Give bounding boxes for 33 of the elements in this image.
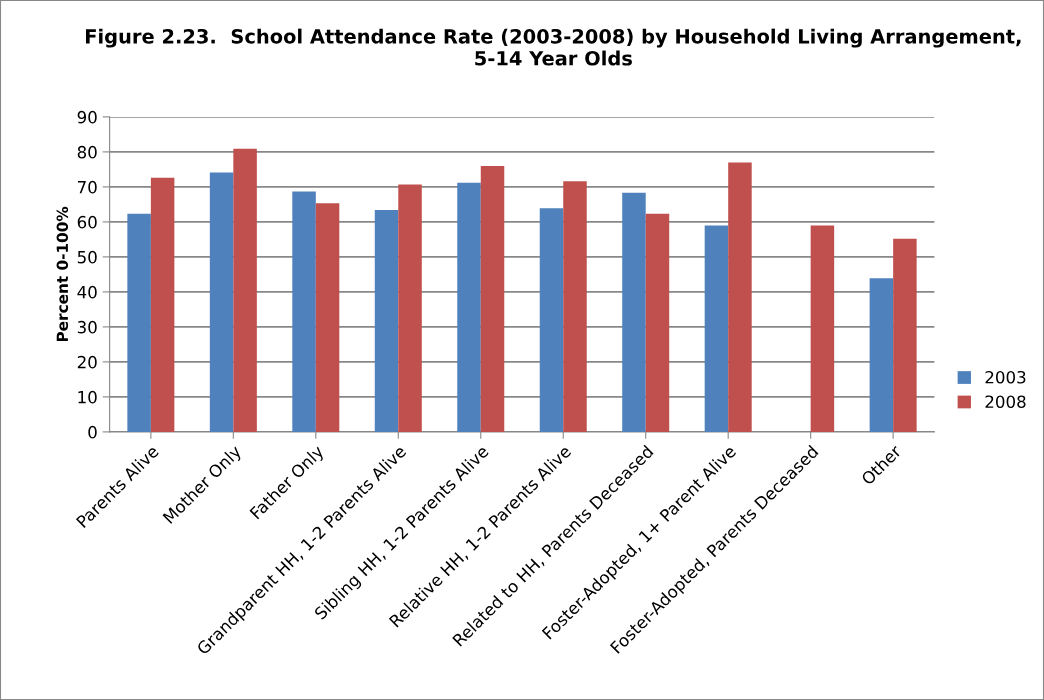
legend-label: 2008: [985, 395, 1026, 409]
y-tick-label: 60: [77, 215, 97, 229]
legend-label: 2003: [985, 370, 1026, 384]
y-tick-label: 10: [78, 390, 97, 404]
bar: [127, 213, 151, 432]
y-tick-label: 30: [77, 320, 97, 334]
bar: [539, 208, 564, 432]
bar: [315, 203, 340, 432]
y-tick-label: 20: [77, 355, 97, 369]
y-axis-title: Percent 0-100%: [56, 206, 69, 342]
y-tick-label: 80: [77, 145, 97, 159]
bar: [457, 182, 481, 432]
chart-title: Figure 2.23. School Attendance Rate (2003-2008) by Household Living Arrangement, 5-14 Year Olds: [85, 28, 1021, 66]
bar: [209, 172, 234, 432]
bar: [563, 181, 587, 432]
bar: [810, 225, 835, 432]
bar: [292, 191, 316, 432]
bar: [480, 165, 505, 432]
y-tick-label: 40: [77, 285, 97, 299]
y-tick-label: 50: [77, 250, 97, 264]
y-tick-label: 90: [77, 110, 97, 124]
bar: [728, 162, 752, 432]
bar: [150, 177, 175, 432]
bar: [398, 184, 422, 432]
bar: [233, 148, 257, 432]
bar: [893, 238, 917, 432]
bar: [374, 210, 399, 432]
bar: [645, 213, 670, 432]
y-tick-label: 0: [88, 425, 97, 439]
bar: [869, 278, 894, 432]
y-tick-label: 70: [77, 180, 97, 194]
bar: [704, 225, 729, 432]
bar: [622, 192, 646, 432]
